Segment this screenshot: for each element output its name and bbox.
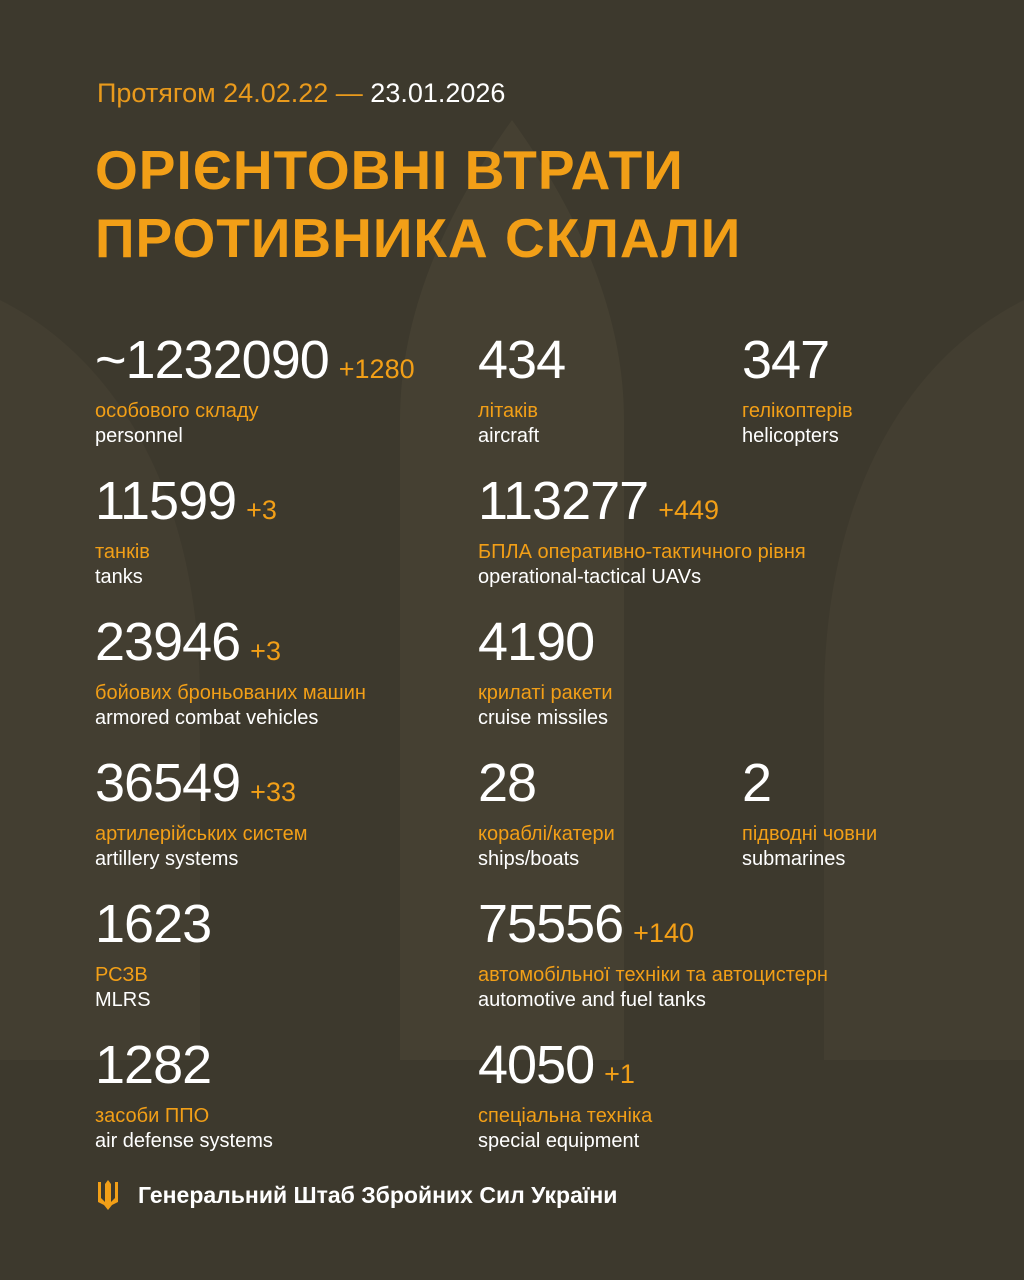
period-start: Протягом 24.02.22 — <box>97 78 363 108</box>
title-line-2: ПРОТИВНИКА СКЛАЛИ <box>95 207 742 269</box>
stat-label-ua: крилаті ракети <box>478 682 613 704</box>
trident-icon <box>98 1180 118 1210</box>
stat-label-ua: підводні човни <box>742 823 878 845</box>
stat-label-en: helicopters <box>742 425 839 447</box>
stat-label-en: cruise missiles <box>478 707 609 729</box>
stat-special-equipment: 4050 +1 спеціальна техніка special equipm… <box>478 1038 652 1153</box>
stat-automotive-and-fuel-tanks: 75556 +140 автомобільної техніки та автоц… <box>478 897 828 1012</box>
stat-label-en: tanks <box>95 566 143 588</box>
title-line-1: ОРІЄНТОВНІ ВТРАТИ <box>95 139 684 201</box>
stat-delta: +1280 <box>338 354 415 384</box>
stat-label-en: submarines <box>742 848 846 870</box>
stat-aircraft: 434 літаків aircraft <box>478 330 566 448</box>
stat-label-en: armored combat vehicles <box>95 707 319 729</box>
stat-label-ua: автомобільної техніки та автоцистерн <box>478 964 828 986</box>
stat-label-en: air defense systems <box>95 1130 273 1152</box>
footer-text: Генеральний Штаб Збройних Сил України <box>138 1181 618 1208</box>
stat-value: 4050 +1 <box>478 1038 652 1094</box>
stat-label-ua: бойових броньованих машин <box>95 682 366 704</box>
stat-label-en: special equipment <box>478 1130 640 1152</box>
stat-value: 4190 <box>478 615 613 671</box>
stat-label-ua: гелікоптерів <box>742 400 853 422</box>
stat-tanks: 11599 +3 танків tanks <box>95 474 277 589</box>
stat-number: 434 <box>478 330 566 390</box>
stat-value: ~1232090 +1280 <box>95 333 415 389</box>
period-end: 23.01.2026 <box>370 78 506 108</box>
stat-delta: +33 <box>250 777 296 807</box>
stat-delta: +3 <box>250 636 281 666</box>
stat-label-en: ships/boats <box>478 848 580 870</box>
stat-ships-boats: 28 кораблі/катери ships/boats <box>478 756 615 871</box>
stat-number: 113277 <box>478 471 649 531</box>
stat-mlrs: 1623 РСЗВ MLRS <box>95 894 212 1012</box>
page-title: ОРІЄНТОВНІ ВТРАТИ ПРОТИВНИКА СКЛАЛИ <box>95 136 741 272</box>
stat-label-en: automotive and fuel tanks <box>478 989 706 1011</box>
stat-helicopters: 347 гелікоптерів helicopters <box>742 333 853 448</box>
stat-number: 11599 <box>95 471 237 531</box>
footer: Генеральний Штаб Збройних Сил України <box>96 1180 617 1210</box>
stat-number: ~1232090 <box>95 330 330 390</box>
period: Протягом 24.02.22 — 23.01.2026 <box>97 78 505 109</box>
stat-number: 75556 <box>478 894 624 954</box>
stat-value: 75556 +140 <box>478 897 828 953</box>
stat-label-ua: особового складу <box>95 400 259 422</box>
stat-label-en: personnel <box>95 425 183 447</box>
stat-number: 2 <box>742 753 772 813</box>
stat-number: 36549 <box>95 753 241 813</box>
stat-label-ua: артилерійських систем <box>95 823 308 845</box>
stat-air-defense-systems: 1282 засоби ППО air defense systems <box>95 1038 273 1153</box>
stat-label-en: artillery systems <box>95 848 239 870</box>
stat-delta: +1 <box>604 1059 635 1089</box>
stat-label-en: aircraft <box>478 425 540 447</box>
stat-armored-combat-vehicles: 23946 +3 бойових броньованих машин armore… <box>95 615 366 730</box>
stat-value: 113277 +449 <box>478 474 806 530</box>
stat-number: 23946 <box>95 612 241 672</box>
stat-label-en: operational-tactical UAVs <box>478 566 702 588</box>
stat-delta: +3 <box>246 495 277 525</box>
stat-number: 1623 <box>95 894 212 954</box>
stat-number: 28 <box>478 753 537 813</box>
stat-delta: +449 <box>658 495 720 525</box>
stat-label-ua: кораблі/катери <box>478 823 615 845</box>
stat-number: 4190 <box>478 612 595 672</box>
stat-value: 1623 <box>95 894 212 954</box>
stat-number: 4050 <box>478 1035 595 1095</box>
stat-cruise-missiles: 4190 крилаті ракети cruise missiles <box>478 615 613 730</box>
stat-value: 28 <box>478 756 615 812</box>
stat-label-ua: засоби ППО <box>95 1105 210 1127</box>
stat-number: 1282 <box>95 1035 212 1095</box>
stat-value: 23946 +3 <box>95 615 366 671</box>
stat-value: 347 <box>742 333 853 389</box>
stat-label-ua: спеціальна техніка <box>478 1105 653 1127</box>
stat-submarines: 2 підводні човни submarines <box>742 756 877 871</box>
stat-label-ua: літаків <box>478 400 538 422</box>
stat-label-ua: танків <box>95 541 150 563</box>
stat-delta: +140 <box>633 918 694 948</box>
stat-operational-tactical-uavs: 113277 +449 БПЛА оперативно-тактичного рі… <box>478 474 806 589</box>
stat-artillery-systems: 36549 +33 артилерійських систем artillery… <box>95 756 308 871</box>
stat-personnel: ~1232090 +1280 особового складу personnel <box>95 333 415 448</box>
stat-label-ua: РСЗВ <box>95 964 148 986</box>
stat-value: 2 <box>742 756 877 812</box>
stat-label-en: MLRS <box>95 989 151 1011</box>
stat-value: 36549 +33 <box>95 756 308 812</box>
stat-value: 434 <box>478 330 566 390</box>
stat-number: 347 <box>742 330 830 390</box>
stat-value: 1282 <box>95 1038 273 1094</box>
stat-label-ua: БПЛА оперативно-тактичного рівня <box>478 541 806 563</box>
stat-value: 11599 +3 <box>95 474 277 530</box>
